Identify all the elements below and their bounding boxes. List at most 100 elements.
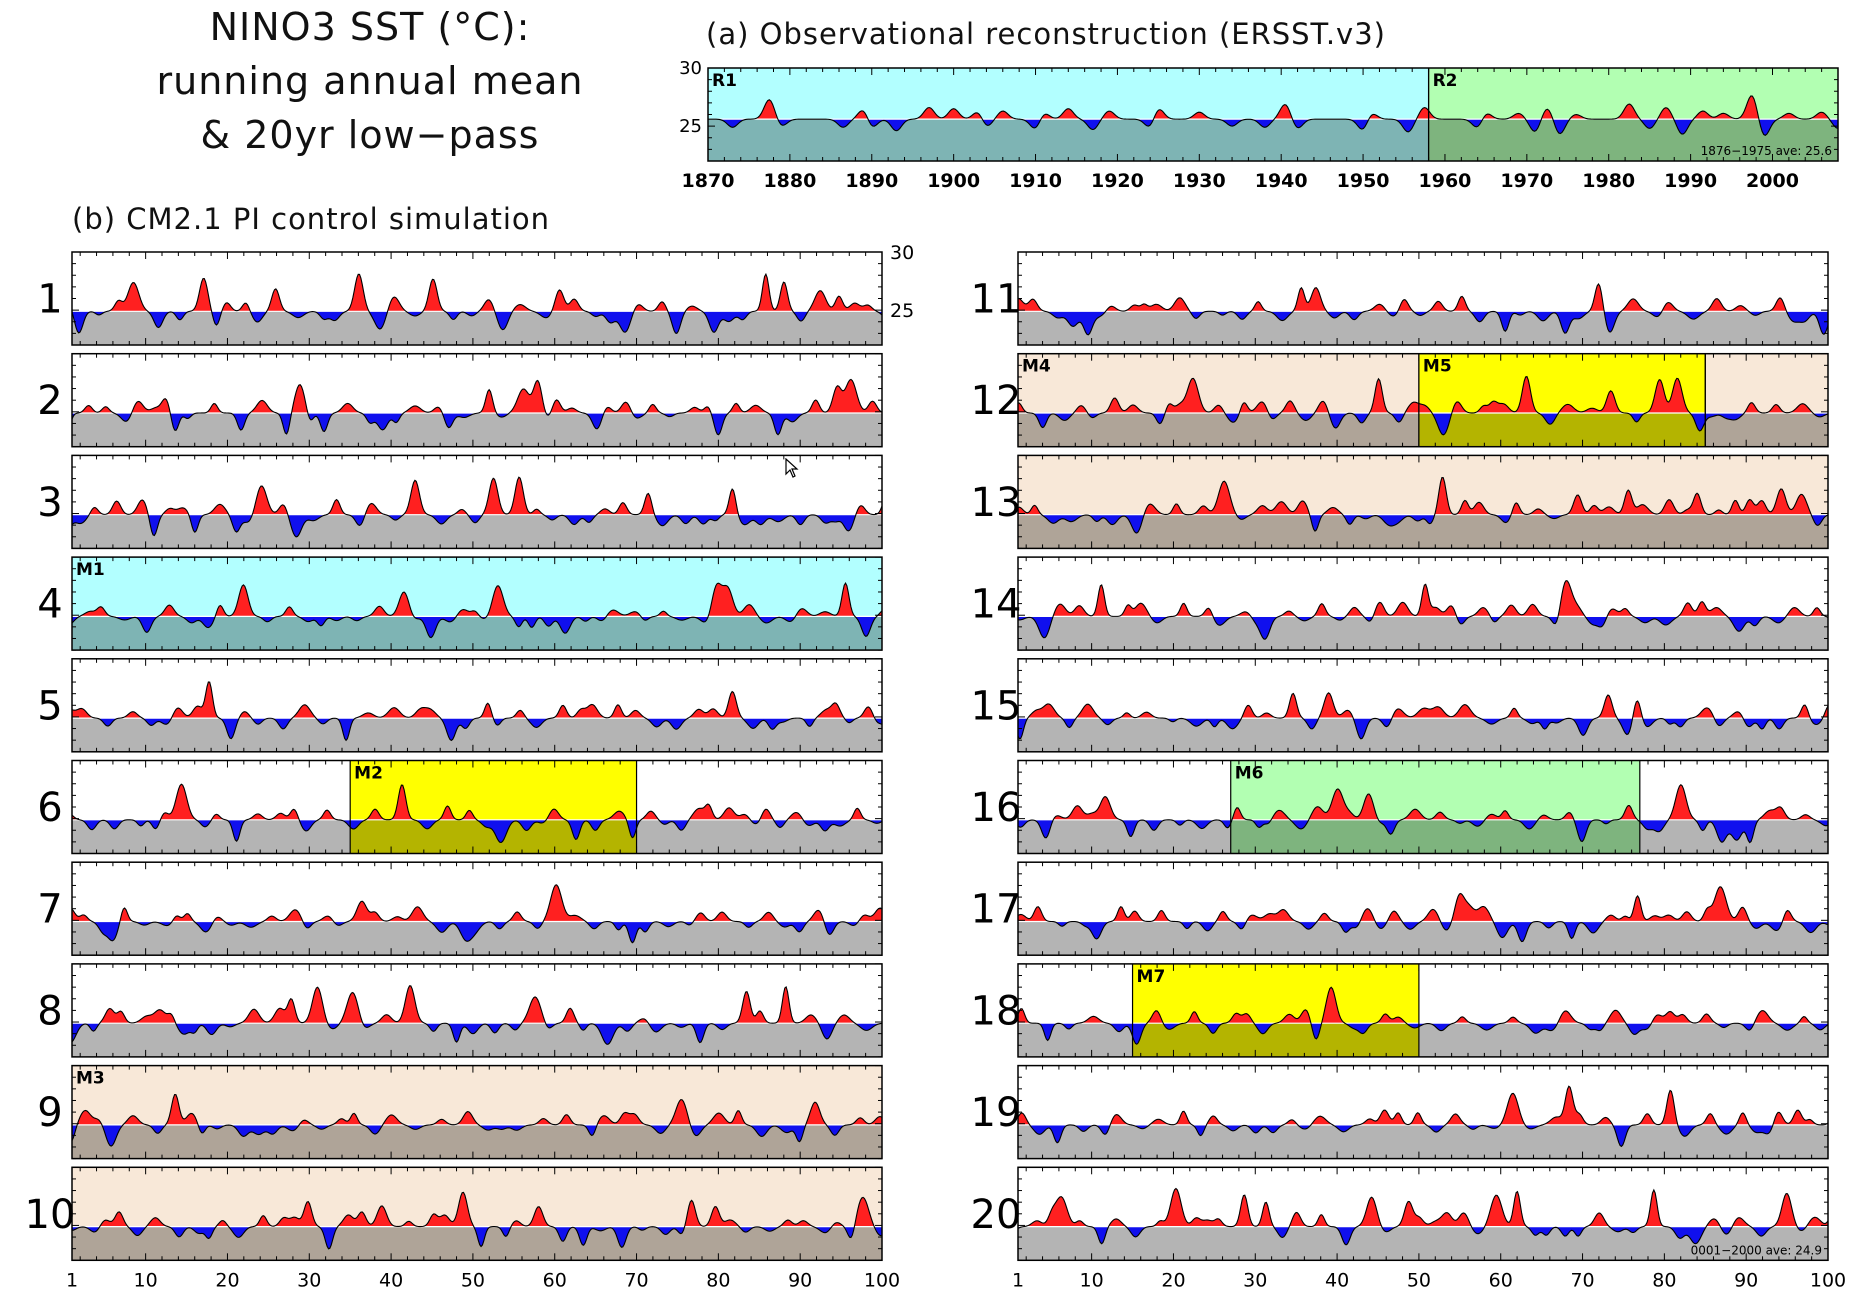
strip-8-plot-area <box>72 985 882 1057</box>
panel-b-strip-16: M6 16 <box>971 759 1829 855</box>
strip-17-sst-line <box>1018 886 1828 943</box>
strip-number-2: 2 <box>37 378 62 424</box>
panel-b-strip-13: 13 <box>971 454 1829 550</box>
strip-number-18: 18 <box>971 988 1022 1034</box>
strip-2-sst-line <box>72 378 882 436</box>
strip-4-sst-line <box>72 581 882 639</box>
strip-13-warm-anomaly-area <box>1018 477 1828 515</box>
strip-3-sst-line <box>72 476 882 538</box>
strip-15-below-mean-fill <box>1018 718 1828 752</box>
strip-18-epoch-label-m7: M7 <box>1137 967 1166 987</box>
strip-9-below-mean-fill <box>72 1124 882 1159</box>
strip-4-cold-anomaly-area <box>72 616 882 638</box>
strip-20-warm-anomaly-area <box>1018 1188 1828 1227</box>
panel-a-heading: (a) Observational reconstruction (ERSST.… <box>706 17 1386 51</box>
panel-b-strip-5: 5 <box>37 658 883 753</box>
panel-a-xtick-label-0: 1870 <box>682 170 735 192</box>
panel-b-strip-18: M7 18 <box>971 963 1829 1058</box>
strip-1-cold-anomaly-area <box>72 311 882 334</box>
strip-2-plot-area <box>72 378 882 447</box>
strip-14-plot-area <box>1018 579 1828 651</box>
strip-number-15: 15 <box>971 683 1022 729</box>
strip-9-sst-line <box>72 1094 882 1147</box>
strip-12-epoch-label-m5: M5 <box>1423 357 1452 377</box>
strip-12-below-mean-fill <box>1018 412 1828 447</box>
strip-5-warm-anomaly-area <box>72 681 882 719</box>
strip-9-epoch-label-m3: M3 <box>76 1069 105 1089</box>
panel-a-xtick-label-8: 1950 <box>1337 170 1390 192</box>
panel-a-xtick-label-5: 1920 <box>1091 170 1144 192</box>
panel-a-below-mean-fill <box>708 119 1838 161</box>
strip-5-plot-area <box>72 681 882 752</box>
strip-18-plot-area <box>1018 963 1828 1057</box>
panel-a-ytick-label-0: 25 <box>679 116 702 137</box>
strip-17-warm-anomaly-area <box>1018 886 1828 922</box>
panel-b-xtick-label-1-5: 50 <box>1407 1269 1431 1291</box>
strip-11-warm-anomaly-area <box>1018 283 1828 312</box>
strip-19-plot-area <box>1018 1085 1828 1159</box>
strip-15-warm-anomaly-area <box>1018 692 1828 719</box>
panel-a-xtick-label-6: 1930 <box>1173 170 1226 192</box>
strip-number-12: 12 <box>971 378 1022 424</box>
panel-b-xtick-label-0-6: 60 <box>543 1269 567 1291</box>
strip-number-9: 9 <box>37 1090 62 1136</box>
figure-title-line-1: NINO3 SST (°C): <box>209 5 531 49</box>
strip-3-warm-anomaly-area <box>72 477 882 515</box>
panel-b-xtick-label-0-1: 10 <box>134 1269 158 1291</box>
panel-a-cold-anomaly-area <box>708 119 1838 136</box>
strip-5-cold-anomaly-area <box>72 718 882 741</box>
strip-20-plot-area <box>1018 1187 1828 1261</box>
panel-a-xtick-label-4: 1910 <box>1009 170 1062 192</box>
strip-number-19: 19 <box>971 1090 1022 1136</box>
strip-11-sst-line <box>1018 283 1828 336</box>
panel-b-xtick-label-0-0: 1 <box>66 1269 78 1291</box>
panel-b-xtick-label-0-9: 90 <box>788 1269 812 1291</box>
panel-b-xtick-label-1-2: 20 <box>1161 1269 1185 1291</box>
panel-b-strip-1: 1 <box>37 251 883 346</box>
strip-6-below-mean-fill <box>72 819 882 854</box>
panel-a-epoch-label-r2: R2 <box>1433 71 1458 91</box>
strip-11-plot-area <box>1018 283 1828 345</box>
strip-8-sst-line <box>72 985 882 1045</box>
strip-8-warm-anomaly-area <box>72 985 882 1024</box>
strip-17-below-mean-fill <box>1018 921 1828 956</box>
panel-b-strip-6: M2 6 <box>37 759 883 855</box>
panel-b-xtick-label-1-9: 90 <box>1734 1269 1758 1291</box>
strip-number-8: 8 <box>37 988 62 1034</box>
strip-13-below-mean-fill <box>1018 514 1828 549</box>
strip-13-sst-line <box>1018 477 1828 534</box>
strip-7-sst-line <box>72 884 882 944</box>
panel-b-strip-17: 17 <box>971 861 1829 956</box>
strip-10-plot-area <box>72 1167 882 1261</box>
strip-number-16: 16 <box>971 785 1022 831</box>
strip-5-below-mean-fill <box>72 718 882 752</box>
panel-b-xtick-label-1-6: 60 <box>1489 1269 1513 1291</box>
strip-number-11: 11 <box>971 277 1022 323</box>
strip-13-plot-area <box>1018 455 1828 549</box>
strip-number-10: 10 <box>25 1192 76 1238</box>
panel-a-xtick-label-2: 1890 <box>845 170 898 192</box>
strip-20-sst-line <box>1018 1187 1828 1246</box>
strip-number-1: 1 <box>37 277 62 323</box>
strip-14-below-mean-fill <box>1018 616 1828 651</box>
panel-b-xtick-label-0-2: 20 <box>215 1269 239 1291</box>
panel-b-xtick-label-1-3: 30 <box>1243 1269 1267 1291</box>
strip-6-plot-area <box>72 760 882 854</box>
strip-number-20: 20 <box>971 1192 1022 1238</box>
panel-a-xtick-label-1: 1880 <box>763 170 816 192</box>
panel-b-xtick-label-1-8: 80 <box>1652 1269 1676 1291</box>
strip-4-epoch-label-m1: M1 <box>76 560 105 580</box>
panel-b-xtick-label-1-10: 100 <box>1810 1269 1846 1291</box>
panel-b-xtick-label-0-4: 40 <box>379 1269 403 1291</box>
strip-18-sst-line <box>1018 986 1828 1045</box>
strip-2-warm-anomaly-area <box>72 379 882 413</box>
strip-10-cold-anomaly-area <box>72 1226 882 1249</box>
strip-14-warm-anomaly-area <box>1018 580 1828 617</box>
strip-number-5: 5 <box>37 683 62 729</box>
strip-11-cold-anomaly-area <box>1018 311 1828 335</box>
strip-16-plot-area <box>1018 760 1828 854</box>
strip-12-sst-line <box>1018 375 1828 436</box>
panel-b-strip-3: 3 <box>37 454 883 550</box>
strip-1-warm-anomaly-area <box>72 274 882 312</box>
